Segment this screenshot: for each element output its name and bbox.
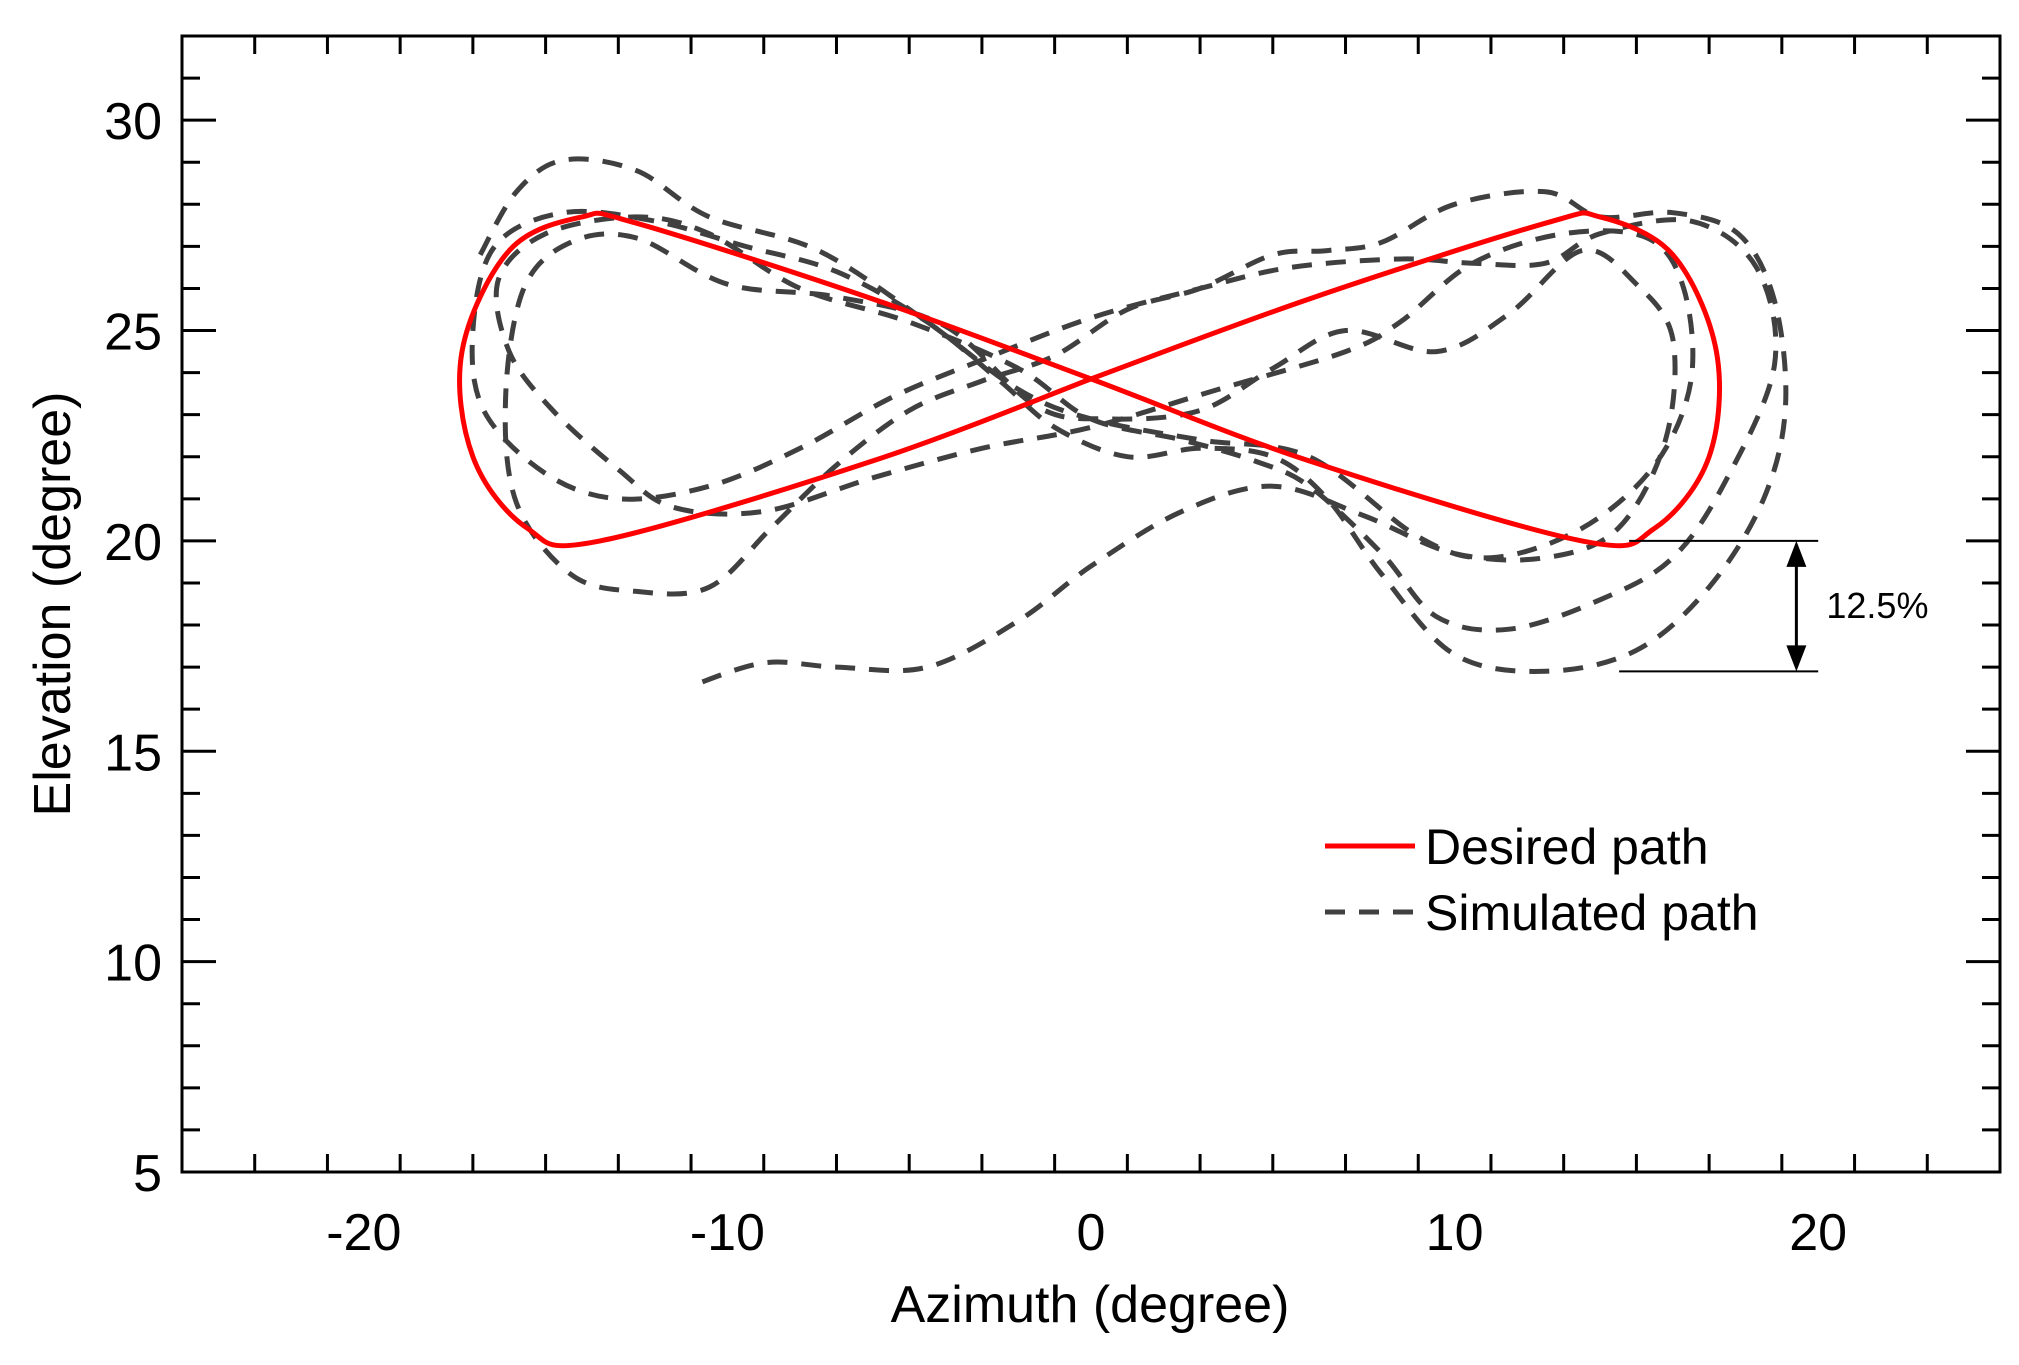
x-tick-label: -20	[326, 1204, 401, 1262]
annotation-arrow-head-down	[1786, 645, 1807, 672]
x-axis-label: Azimuth (degree)	[891, 1276, 1290, 1334]
y-axis-label: Elevation (degree)	[24, 392, 82, 817]
y-tick-label: 20	[104, 514, 162, 572]
tick-marks	[180, 36, 2002, 1172]
annotation-arrow-head-up	[1786, 540, 1807, 567]
legend-desired-label: Desired path	[1425, 819, 1709, 875]
x-tick-label: -10	[690, 1204, 765, 1262]
amplitude-annotation: 12.5%	[1619, 539, 1928, 673]
y-tick-label: 10	[104, 935, 162, 993]
x-tick-label: 20	[1789, 1204, 1847, 1262]
y-tick-label: 30	[104, 93, 162, 151]
plot-frame	[180, 34, 2002, 1174]
tick-labels: -20 -10 0 10 20 5 10 15 20 25 30	[104, 93, 1847, 1262]
annotation-label: 12.5%	[1826, 585, 1928, 626]
x-tick-label: 0	[1077, 1204, 1106, 1262]
series-lines	[457, 156, 1789, 689]
y-tick-label: 25	[104, 304, 162, 362]
x-tick-label: 10	[1426, 1204, 1484, 1262]
y-tick-label: 15	[104, 724, 162, 782]
simulated-path-line	[469, 156, 1789, 689]
y-tick-label: 5	[133, 1145, 162, 1203]
legend-simulated-label: Simulated path	[1425, 885, 1759, 941]
legend: Desired path Simulated path	[1325, 819, 1759, 941]
desired-path-line	[457, 210, 1723, 549]
